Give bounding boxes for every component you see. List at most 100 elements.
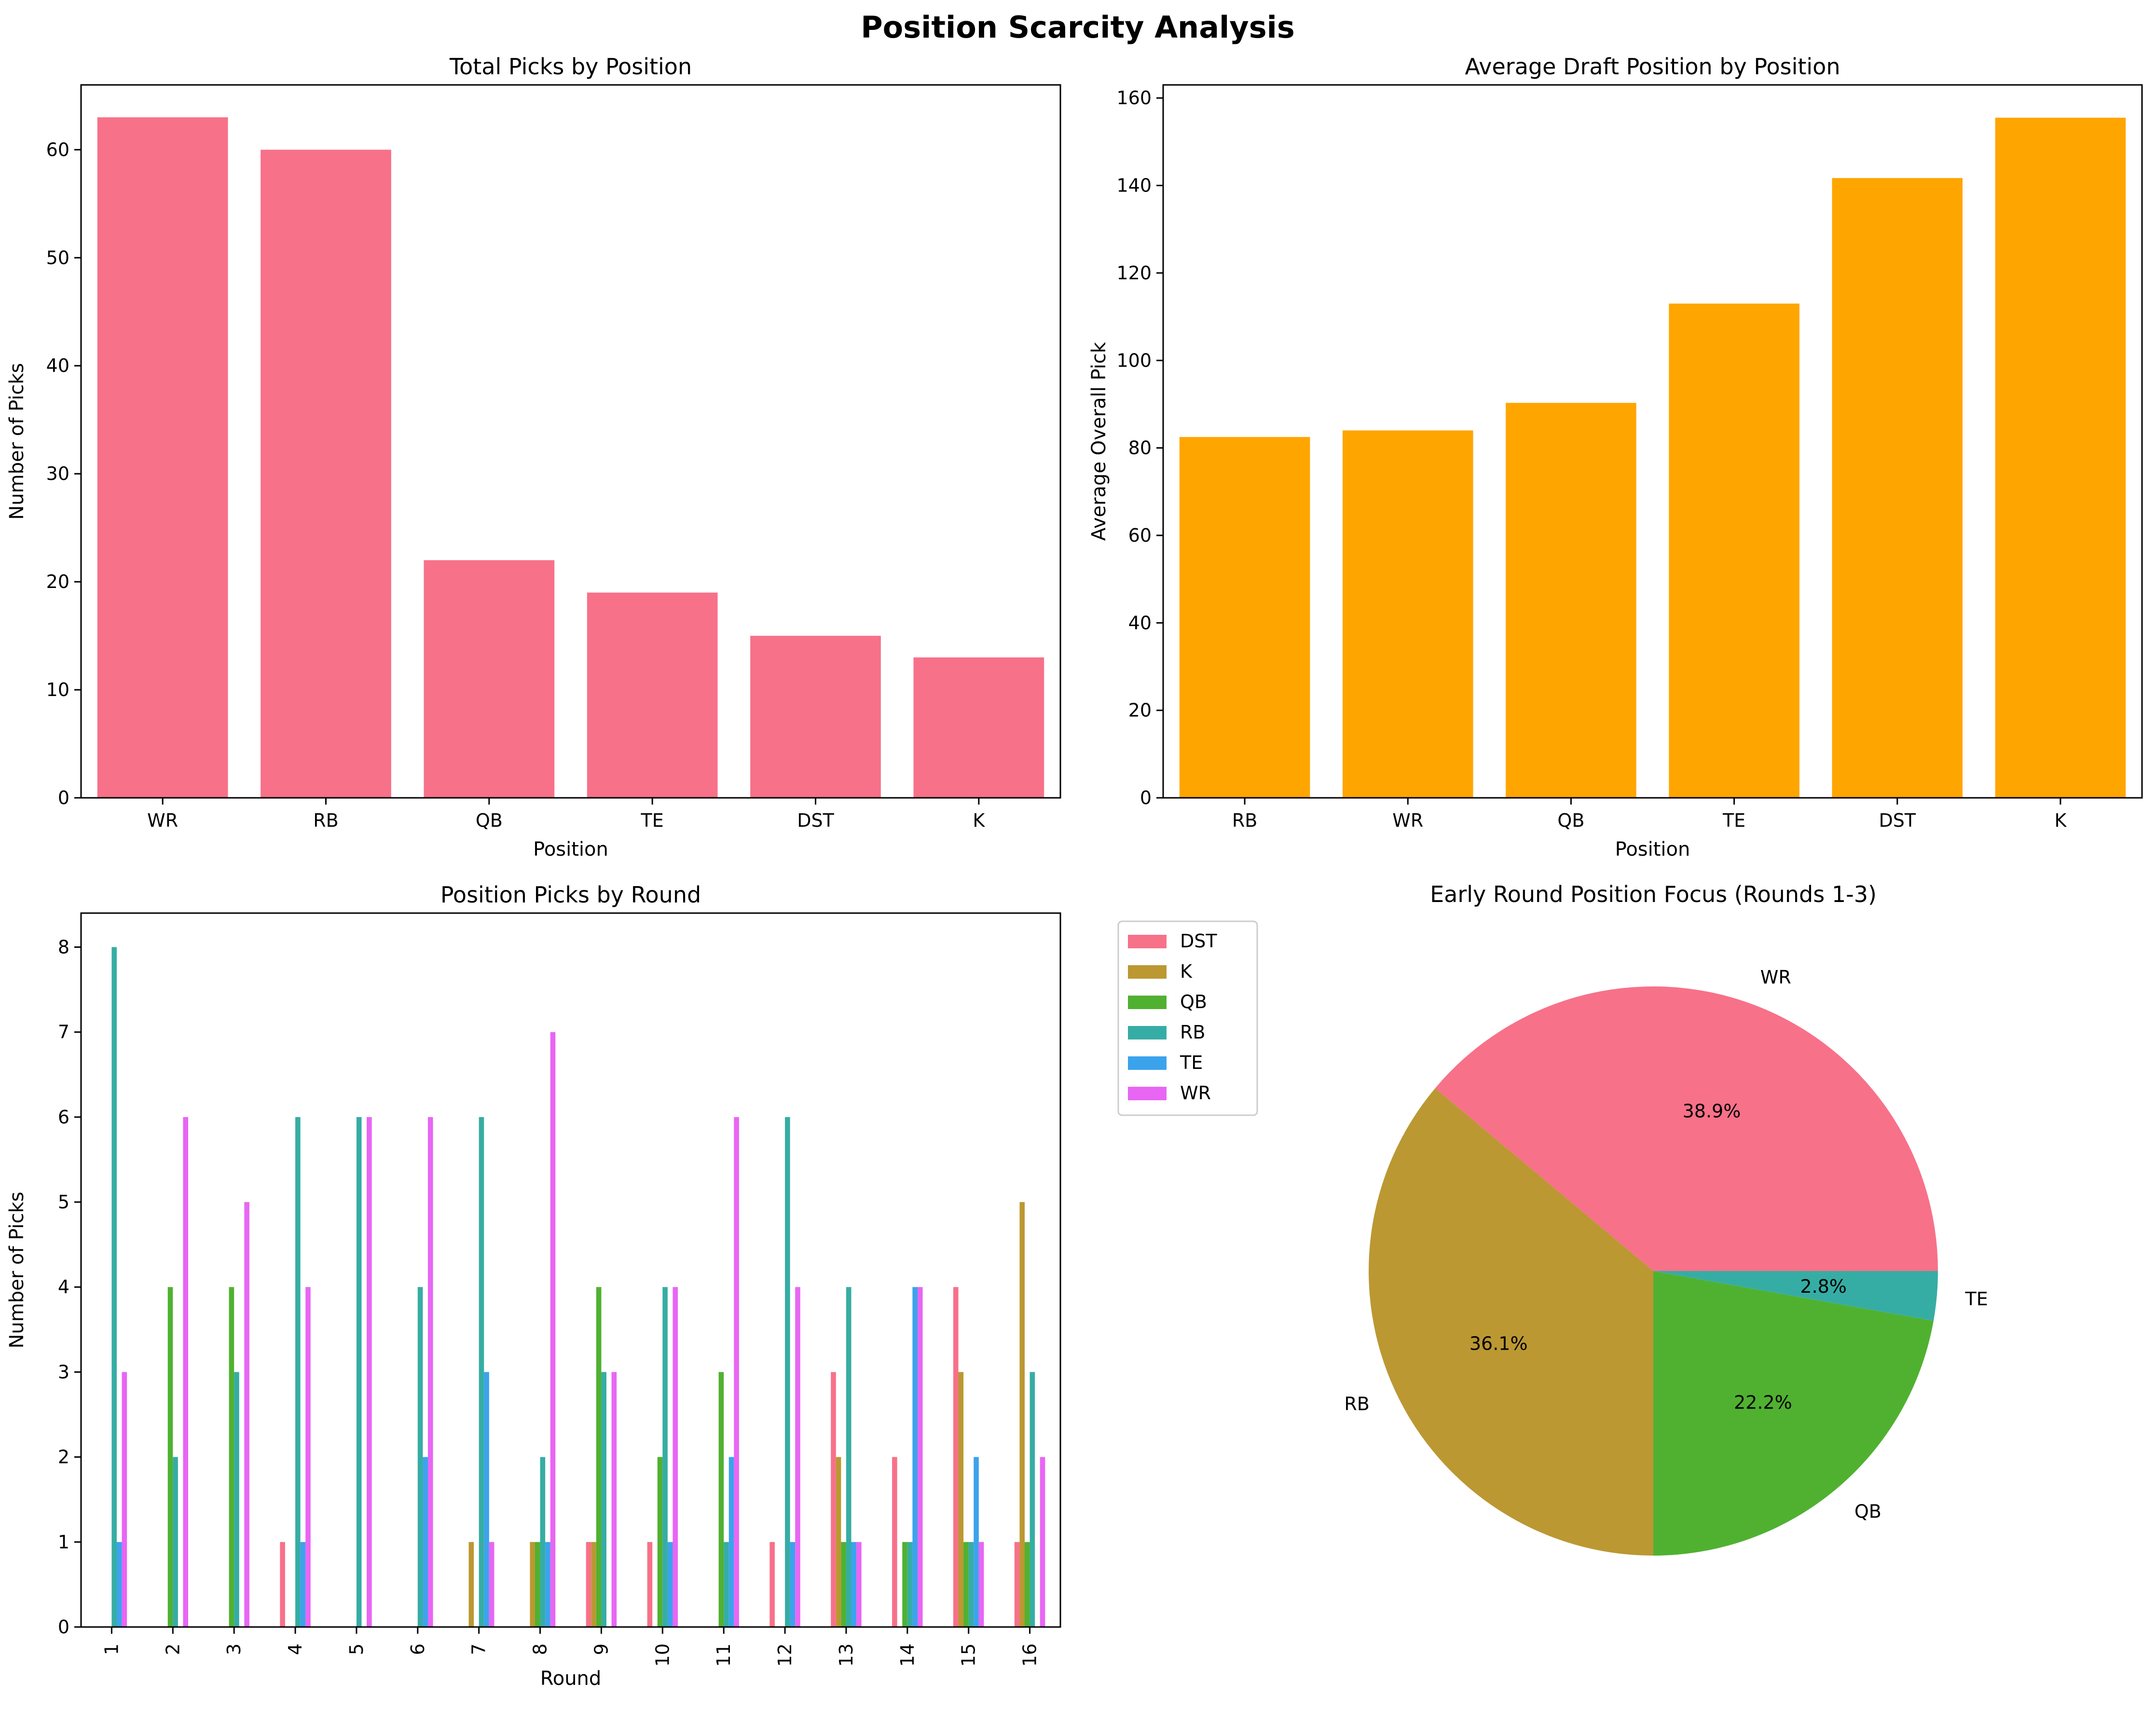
legend-swatch-k bbox=[1128, 965, 1167, 979]
y-tick-label: 80 bbox=[1128, 438, 1152, 459]
bar-qb-round-15 bbox=[963, 1542, 969, 1627]
pie-slice-rb bbox=[1369, 1088, 1653, 1556]
bar-dst-round-9 bbox=[586, 1542, 591, 1627]
y-tick-label: 140 bbox=[1116, 175, 1152, 196]
legend-swatch-qb bbox=[1128, 996, 1167, 1009]
bar-k-round-7 bbox=[468, 1542, 474, 1627]
bar-wr-round-5 bbox=[367, 1117, 372, 1627]
y-tick-label: 5 bbox=[58, 1191, 69, 1213]
x-tick-label: K bbox=[2054, 810, 2067, 831]
bar-k-round-13 bbox=[836, 1457, 841, 1627]
y-tick-label: 0 bbox=[1140, 787, 1152, 808]
x-tick-label: 11 bbox=[713, 1643, 734, 1667]
legend-swatch-rb bbox=[1128, 1026, 1167, 1039]
bar-wr-round-15 bbox=[978, 1542, 984, 1627]
legend-label-wr: WR bbox=[1180, 1082, 1211, 1104]
pie-slice-te bbox=[1653, 1271, 1938, 1321]
y-tick-label: 60 bbox=[1128, 525, 1152, 546]
bar-qb-round-2 bbox=[167, 1287, 173, 1627]
bar-wr-round-12 bbox=[795, 1287, 800, 1627]
bar-qb-round-11 bbox=[718, 1372, 724, 1627]
pie-label-wr: WR bbox=[1760, 967, 1791, 988]
x-tick-label: RB bbox=[313, 810, 338, 831]
bar-rb-round-8 bbox=[540, 1457, 546, 1627]
bar-wr-round-1 bbox=[122, 1372, 127, 1627]
bar-rb-round-1 bbox=[111, 947, 117, 1627]
legend-label-dst: DST bbox=[1180, 930, 1217, 952]
x-axis-label: Position bbox=[1615, 838, 1690, 861]
bar-te-round-6 bbox=[423, 1457, 428, 1627]
x-tick-label: 2 bbox=[162, 1643, 183, 1655]
bar-qb bbox=[1506, 403, 1636, 798]
bar-dst-round-14 bbox=[892, 1457, 897, 1627]
bar-rb-round-15 bbox=[968, 1542, 974, 1627]
y-tick-label: 120 bbox=[1116, 262, 1152, 284]
bar-te-round-4 bbox=[300, 1542, 306, 1627]
bar-te-round-11 bbox=[728, 1457, 734, 1627]
x-tick-label: 9 bbox=[590, 1643, 612, 1655]
bar-wr-round-4 bbox=[305, 1287, 311, 1627]
bar-qb-round-10 bbox=[657, 1457, 663, 1627]
bar-rb-round-10 bbox=[662, 1287, 668, 1627]
y-tick-label: 7 bbox=[58, 1022, 69, 1043]
pie-percent-te: 2.8% bbox=[1800, 1276, 1847, 1297]
x-tick-label: 4 bbox=[285, 1643, 306, 1655]
bar-wr-round-8 bbox=[550, 1032, 556, 1627]
bar-dst-round-15 bbox=[953, 1287, 959, 1627]
bar-dst-round-12 bbox=[769, 1542, 775, 1627]
bar-dst-round-4 bbox=[280, 1542, 285, 1627]
bar-te-round-10 bbox=[667, 1542, 673, 1627]
y-axis-label: Number of Picks bbox=[6, 1191, 28, 1348]
bar-wr-round-6 bbox=[427, 1117, 433, 1627]
bar-wr-round-10 bbox=[673, 1287, 678, 1627]
pie-slice-wr bbox=[1435, 986, 1938, 1271]
x-tick-label: 13 bbox=[836, 1643, 857, 1667]
y-tick-label: 100 bbox=[1116, 350, 1152, 371]
legend-label-qb: QB bbox=[1180, 991, 1207, 1012]
chart-title: Average Draft Position by Position bbox=[1465, 54, 1840, 80]
y-tick-label: 0 bbox=[58, 1616, 69, 1638]
bar-rb bbox=[261, 150, 391, 798]
x-axis-label: Position bbox=[533, 838, 608, 861]
x-tick-label: WR bbox=[147, 810, 178, 831]
legend-swatch-te bbox=[1128, 1056, 1167, 1070]
bar-wr-round-3 bbox=[244, 1202, 249, 1627]
x-tick-label: 12 bbox=[774, 1643, 796, 1667]
legend: DST K QB RB TE WR bbox=[1117, 920, 1258, 1116]
pie-percent-qb: 22.2% bbox=[1734, 1392, 1792, 1413]
y-axis-label: Average Overall Pick bbox=[1088, 342, 1110, 541]
bar-rb-round-3 bbox=[234, 1372, 239, 1627]
bar-wr-round-16 bbox=[1040, 1457, 1045, 1627]
bar-te-round-15 bbox=[974, 1457, 979, 1627]
bar-qb-round-8 bbox=[535, 1542, 540, 1627]
chart-title: Total Picks by Position bbox=[449, 54, 692, 80]
bar-wr-round-9 bbox=[611, 1372, 617, 1627]
legend-label-te: TE bbox=[1180, 1052, 1203, 1073]
bar-rb-round-12 bbox=[785, 1117, 790, 1627]
x-tick-label: 1 bbox=[101, 1643, 122, 1655]
bar-rb-round-14 bbox=[907, 1542, 913, 1627]
x-tick-label: 8 bbox=[530, 1643, 551, 1655]
bar-rb-round-5 bbox=[356, 1117, 362, 1627]
bar-k-round-8 bbox=[530, 1542, 535, 1627]
bar-dst-round-16 bbox=[1014, 1542, 1020, 1627]
bar-wr-round-11 bbox=[734, 1117, 739, 1627]
pie-label-te: TE bbox=[1964, 1288, 1988, 1310]
y-tick-label: 60 bbox=[46, 139, 69, 160]
bar-rb-round-11 bbox=[724, 1542, 729, 1627]
bar-rb-round-2 bbox=[173, 1457, 178, 1627]
x-tick-label: 10 bbox=[652, 1643, 673, 1667]
pie-label-qb: QB bbox=[1854, 1501, 1881, 1522]
x-tick-label: 5 bbox=[346, 1643, 367, 1655]
x-tick-label: K bbox=[973, 810, 985, 831]
bar-wr-round-2 bbox=[183, 1117, 189, 1627]
x-tick-label: RB bbox=[1232, 810, 1257, 831]
legend-label-rb: RB bbox=[1180, 1022, 1205, 1043]
bar-dst-round-10 bbox=[647, 1542, 653, 1627]
plot-frame bbox=[1162, 84, 2143, 799]
bar-wr bbox=[1342, 430, 1473, 798]
x-tick-label: 6 bbox=[407, 1643, 428, 1655]
bar-te-round-14 bbox=[912, 1287, 918, 1627]
